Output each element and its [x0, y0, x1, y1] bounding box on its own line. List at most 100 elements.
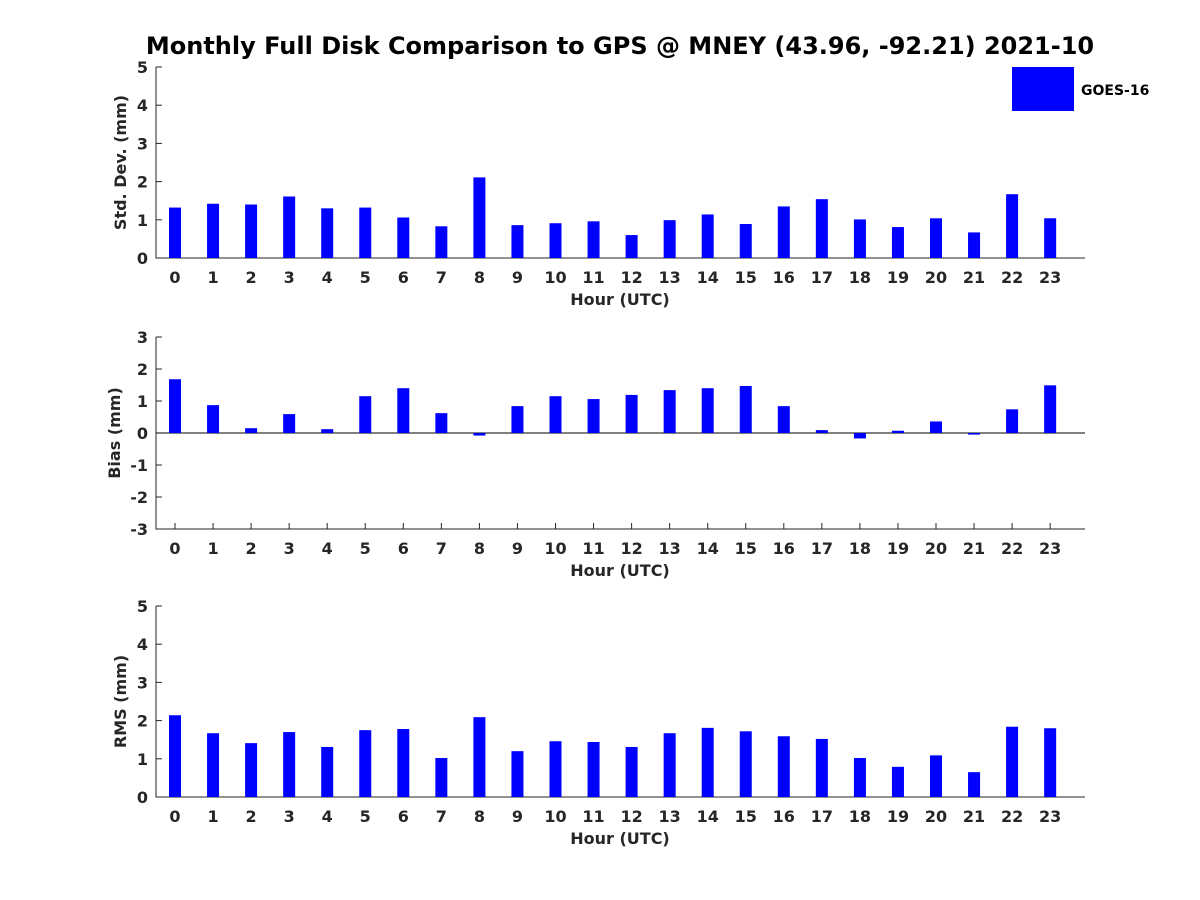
- x-tick-label: 8: [474, 807, 485, 826]
- bar: [777, 736, 790, 797]
- bar: [1006, 726, 1019, 797]
- bar: [245, 743, 258, 797]
- bar: [359, 730, 372, 797]
- bar: [587, 399, 600, 433]
- x-tick-label: 23: [1039, 268, 1061, 287]
- bar: [663, 733, 676, 797]
- bar: [930, 421, 942, 433]
- bar: [968, 232, 981, 258]
- chart-title: Monthly Full Disk Comparison to GPS @ MN…: [146, 32, 1094, 60]
- x-tick-label: 9: [512, 539, 523, 558]
- bar: [283, 732, 296, 797]
- bar: [245, 428, 258, 433]
- x-tick-label: 5: [360, 539, 371, 558]
- bar: [435, 226, 448, 258]
- x-axis-label: Hour (UTC): [570, 829, 670, 848]
- x-tick-label: 17: [811, 268, 833, 287]
- x-tick-label: 21: [963, 807, 985, 826]
- x-tick-label: 22: [1001, 539, 1023, 558]
- x-tick-label: 23: [1039, 807, 1061, 826]
- bar: [930, 218, 942, 258]
- y-tick-label: -3: [130, 520, 148, 539]
- x-tick-label: 6: [398, 539, 409, 558]
- bar: [169, 379, 181, 433]
- x-tick-label: 1: [207, 539, 218, 558]
- bar: [701, 214, 714, 258]
- x-tick-label: 3: [284, 268, 295, 287]
- bar: [549, 396, 562, 433]
- y-tick-label: 0: [137, 788, 148, 807]
- x-tick-label: 14: [697, 268, 719, 287]
- bar: [625, 746, 638, 797]
- bar: [1044, 728, 1057, 797]
- x-axis-label: Hour (UTC): [570, 290, 670, 309]
- x-tick-label: 16: [773, 807, 795, 826]
- bar: [245, 204, 258, 258]
- bar: [739, 224, 752, 258]
- x-tick-label: 19: [887, 539, 909, 558]
- axis-spines: [155, 67, 1085, 259]
- x-tick-label: 2: [246, 268, 257, 287]
- x-tick-label: 22: [1001, 807, 1023, 826]
- bar: [701, 388, 714, 433]
- bar: [853, 433, 866, 439]
- y-tick-label: 4: [137, 635, 148, 654]
- x-tick-label: 4: [322, 268, 333, 287]
- bar: [663, 390, 676, 433]
- bar: [625, 235, 638, 258]
- y-tick-label: -1: [130, 456, 148, 475]
- y-tick-label: 4: [137, 96, 148, 115]
- bar: [435, 413, 448, 433]
- x-tick-label: 12: [620, 807, 642, 826]
- y-axis-label: RMS (mm): [111, 655, 130, 748]
- y-tick-label: 2: [137, 360, 148, 379]
- x-tick-label: 11: [582, 268, 604, 287]
- y-axis-label: Bias (mm): [105, 387, 124, 479]
- y-tick-label: 1: [137, 750, 148, 769]
- bar: [207, 405, 220, 433]
- x-tick-label: 20: [925, 807, 947, 826]
- x-tick-label: 16: [773, 268, 795, 287]
- bar: [397, 388, 410, 433]
- x-tick-label: 12: [620, 268, 642, 287]
- x-tick-label: 7: [436, 268, 447, 287]
- x-tick-label: 2: [246, 807, 257, 826]
- bar: [359, 207, 372, 258]
- x-tick-label: 12: [620, 539, 642, 558]
- x-tick-label: 1: [207, 807, 218, 826]
- bar: [283, 414, 296, 433]
- bar: [891, 430, 904, 433]
- x-tick-label: 15: [735, 268, 757, 287]
- bar: [853, 758, 866, 797]
- bar: [853, 219, 866, 258]
- x-tick-label: 5: [360, 807, 371, 826]
- bar: [815, 199, 828, 258]
- x-tick-label: 15: [735, 539, 757, 558]
- x-tick-label: 17: [811, 807, 833, 826]
- bar: [1044, 385, 1057, 433]
- bar: [473, 717, 486, 797]
- x-tick-label: 18: [849, 268, 871, 287]
- x-tick-label: 7: [436, 807, 447, 826]
- bar: [511, 225, 524, 258]
- x-tick-label: 10: [544, 268, 566, 287]
- x-tick-label: 10: [544, 539, 566, 558]
- x-tick-label: 0: [169, 539, 180, 558]
- x-tick-label: 6: [398, 807, 409, 826]
- x-tick-label: 11: [582, 807, 604, 826]
- bar: [1044, 218, 1057, 258]
- x-tick-label: 3: [284, 807, 295, 826]
- x-tick-label: 4: [322, 539, 333, 558]
- bar: [207, 733, 220, 797]
- x-tick-label: 8: [474, 539, 485, 558]
- x-tick-label: 13: [659, 539, 681, 558]
- bar: [321, 208, 334, 258]
- bar: [435, 758, 448, 797]
- x-tick-label: 20: [925, 539, 947, 558]
- bar: [207, 203, 220, 258]
- bar: [587, 221, 600, 258]
- bar: [321, 746, 334, 797]
- bar: [549, 223, 562, 258]
- bar: [359, 396, 372, 433]
